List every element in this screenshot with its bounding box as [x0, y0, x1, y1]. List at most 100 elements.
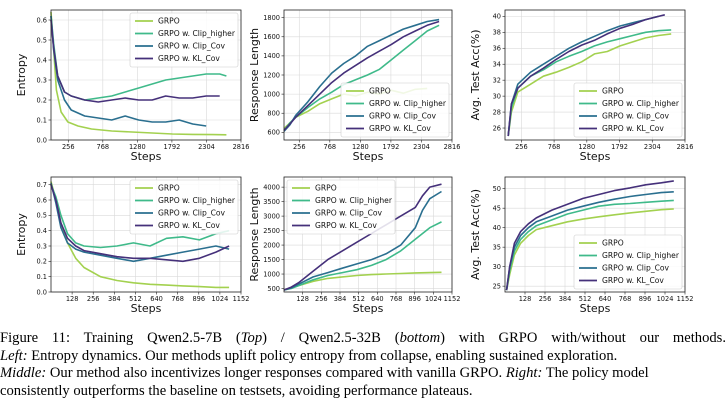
legend-entry: GRPO w. Clip_Cov: [158, 209, 226, 218]
tick-label-y: 30: [493, 263, 501, 271]
figure-caption: Figure 11: Training Qwen2.5-7B (Top) / Q…: [0, 330, 726, 400]
axes-frame: [283, 176, 453, 293]
caption-right-label: Right:: [505, 365, 543, 381]
tick-label-x: 1152: [677, 295, 694, 303]
tick-label-y: 0.3: [37, 242, 48, 250]
tick-label-y: 1000: [263, 90, 280, 98]
tick-label-x: 2816: [233, 143, 250, 151]
tick-label-x: 768: [324, 143, 337, 151]
tick-label-y: 26: [493, 124, 501, 132]
tick-label-x: 128: [66, 295, 79, 303]
tick-label-y: 3000: [263, 212, 280, 220]
series-line: [50, 19, 220, 103]
tick-label-x: 2304: [198, 143, 215, 151]
tick-label-y: 50: [493, 185, 501, 193]
y-axis-label: Avg. Test Acc(%): [469, 189, 482, 280]
tick-label-x: 896: [408, 295, 421, 303]
tick-label-x: 2816: [677, 143, 694, 151]
series-line: [283, 183, 442, 291]
y-axis-label: Entropy: [15, 213, 28, 256]
legend-entry: GRPO: [602, 87, 624, 96]
tick-label-y: 0.3: [37, 76, 48, 84]
legend-entry: GRPO: [158, 17, 180, 26]
tick-label-y: 0.4: [37, 227, 48, 235]
tick-label-x: 768: [619, 295, 632, 303]
tick-label-y: 3500: [263, 198, 280, 206]
tick-label-x: 1152: [444, 295, 461, 303]
tick-label-x: 256: [539, 295, 552, 303]
legend-entry: GRPO: [158, 184, 180, 193]
series-line: [50, 184, 230, 249]
x-axis-label: Steps: [580, 302, 611, 315]
tick-label-x: 768: [171, 295, 184, 303]
axes-frame: [50, 176, 242, 293]
chart-bot-left: 128 256 384 512 640 768 896 1024 1152 0.0 0.1 0.2 0.…: [15, 176, 250, 315]
chart-top-right: 256 768 1280 1792 2304 2816 26 28 30 32 34 36 38 40 St…: [469, 9, 694, 163]
legend-entry: GRPO: [315, 184, 337, 193]
tick-label-x: 1152: [233, 295, 250, 303]
tick-label-x: 256: [62, 143, 75, 151]
legend-entry: GRPO w. Clip_Cov: [369, 112, 437, 121]
chart-bot-right: 128 256 384 512 640 768 896 1024 1152 25 30 35 40 45 5…: [469, 176, 694, 315]
legend-box: [573, 234, 683, 290]
caption-line-2: Left: Entropy dynamics. Our methods upli…: [0, 348, 726, 366]
tick-label-x: 1792: [383, 143, 400, 151]
legend-entry: GRPO w. Clip_higher: [602, 251, 680, 260]
tick-label-y: 40: [493, 13, 501, 21]
series-line: [505, 199, 674, 291]
tick-label-y: 800: [267, 110, 280, 118]
tick-label-y: 2500: [263, 227, 280, 235]
x-axis-label: Steps: [580, 150, 611, 163]
legend-box: [129, 179, 239, 235]
tick-label-x: 512: [579, 295, 592, 303]
tick-label-y: 0.1: [37, 273, 48, 281]
y-axis-label: Response Length: [248, 28, 261, 122]
legend-entry: GRPO w. KL_Cov: [602, 124, 664, 133]
tick-label-x: 896: [639, 295, 652, 303]
legend-entry: GRPO w. Clip_Cov: [315, 209, 383, 218]
legend-entry: GRPO w. Clip_higher: [158, 196, 236, 205]
tick-label-y: 500: [267, 285, 280, 293]
legend: GRPO GRPO w. Clip_higher GRPO w. Clip_Cov G…: [286, 179, 396, 235]
legend-box: [286, 179, 396, 235]
tick-label-x: 128: [519, 295, 532, 303]
tick-label-x: 768: [97, 143, 110, 151]
x-axis-label: Steps: [131, 302, 162, 315]
caption-text: ) with GRPO with/without our methods.: [440, 330, 726, 346]
caption-text: Entropy dynamics. Our methods uplift pol…: [31, 347, 618, 364]
tick-label-x: 384: [559, 295, 572, 303]
series-line: [283, 18, 440, 132]
tick-label-x: 2304: [644, 143, 661, 151]
series-line: [50, 182, 230, 263]
tick-label-x: 384: [334, 295, 347, 303]
legend-entry: GRPO w. KL_Cov: [158, 221, 220, 230]
tick-label-y: 30: [493, 92, 501, 100]
tick-label-x: 640: [599, 295, 612, 303]
tick-label-y: 38: [493, 29, 501, 37]
tick-label-y: 1400: [263, 52, 280, 60]
caption-left-label: Left:: [0, 347, 28, 364]
caption-text: ) / Qwen2.5-32B (: [262, 330, 400, 346]
tick-label-x: 1280: [352, 143, 369, 151]
legend: GRPO GRPO w. Clip_higher GRPO w. Clip_Cov G…: [573, 82, 683, 138]
tick-label-y: 34: [493, 61, 501, 69]
legend-entry: GRPO w. Clip_Cov: [602, 264, 670, 273]
tick-label-y: 40: [493, 224, 501, 232]
caption-bottom: bottom: [399, 330, 441, 346]
tick-label-x: 512: [129, 295, 142, 303]
tick-label-y: 0.0: [37, 136, 48, 144]
axes-frame: [504, 9, 686, 141]
legend-entry: GRPO: [369, 87, 391, 96]
series-line: [50, 11, 227, 136]
chart-top-left: 256 768 1280 1792 2304 2816 0.0 0.1 0.2 0.3 0.4 0.5…: [15, 9, 250, 163]
tick-label-y: 0.6: [37, 196, 48, 204]
tick-label-y: 0.1: [37, 116, 48, 124]
legend-entry: GRPO w. Clip_higher: [315, 196, 393, 205]
legend: GRPO GRPO w. Clip_higher GRPO w. Clip_Cov G…: [573, 234, 683, 290]
caption-figure-label: Figure 11:: [0, 330, 71, 346]
series-line: [507, 15, 659, 137]
tick-label-x: 128: [296, 295, 309, 303]
tick-label-x: 512: [352, 295, 365, 303]
tick-label-y: 0.7: [37, 181, 48, 189]
tick-label-y: 1500: [263, 256, 280, 264]
